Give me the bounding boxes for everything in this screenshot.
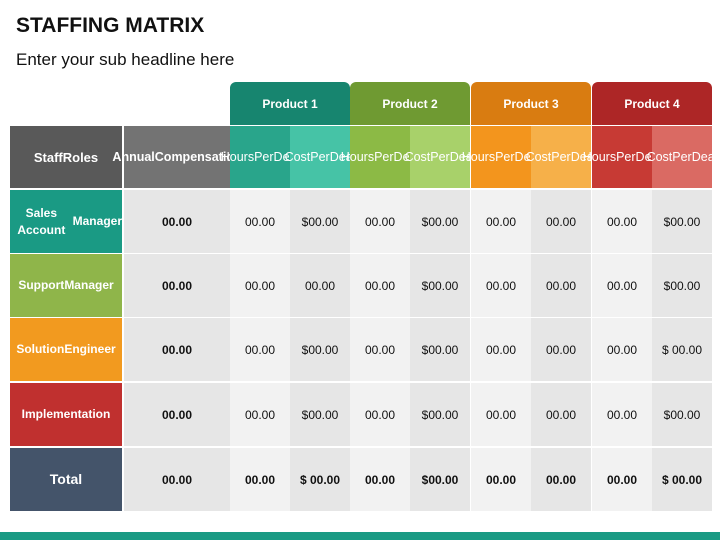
matrix-cell-value: $00.00 bbox=[410, 383, 470, 446]
matrix-cell-value: 00.00 bbox=[531, 254, 591, 317]
hours-per-deal-header: Hours Per Deal bbox=[462, 126, 540, 188]
text-line: Solution bbox=[16, 342, 65, 356]
cost-per-deal-header: Cost Per Deal bbox=[285, 126, 355, 188]
text-line: Per bbox=[616, 149, 636, 164]
text-line: Manager bbox=[64, 278, 114, 292]
footer-bar bbox=[0, 532, 720, 540]
product-header-1: Product 1 bbox=[230, 82, 350, 125]
product-header-2: Product 2 bbox=[350, 82, 470, 125]
annual-compensation-value: 00.00 bbox=[124, 254, 230, 317]
text-line: Per bbox=[254, 149, 274, 164]
matrix-cell-value: 00.00 bbox=[350, 190, 410, 253]
matrix-cell-value: 00.00 bbox=[471, 448, 531, 511]
matrix-cell-value: $ 00.00 bbox=[652, 448, 712, 511]
annual-compensation-header: Annual Compensation bbox=[112, 126, 242, 188]
matrix-cell-value: $00.00 bbox=[290, 383, 350, 446]
row-role-label: Support Manager bbox=[10, 254, 122, 317]
text-line: Deal bbox=[691, 149, 718, 164]
text-line: Per bbox=[495, 149, 515, 164]
matrix-cell-value: $00.00 bbox=[290, 190, 350, 253]
text-line: Support bbox=[18, 278, 65, 292]
cost-per-deal-header: Cost Per Deal bbox=[405, 126, 475, 188]
annual-compensation-value: 00.00 bbox=[124, 190, 230, 253]
matrix-cell-value: 00.00 bbox=[531, 383, 591, 446]
row-role-label: Total bbox=[10, 448, 122, 511]
matrix-cell-value: $ 00.00 bbox=[652, 318, 712, 381]
matrix-cell-value: $00.00 bbox=[410, 190, 470, 253]
text-line: Hours bbox=[340, 149, 375, 164]
matrix-cell-value: 00.00 bbox=[350, 383, 410, 446]
text-line: Hours bbox=[461, 149, 496, 164]
matrix-cell-value: 00.00 bbox=[350, 448, 410, 511]
matrix-cell-value: 00.00 bbox=[592, 448, 652, 511]
matrix-cell-value: 00.00 bbox=[592, 383, 652, 446]
matrix-cell-value: 00.00 bbox=[471, 318, 531, 381]
matrix-cell-value: 00.00 bbox=[592, 254, 652, 317]
text-line: Hours bbox=[220, 149, 255, 164]
matrix-cell-value: 00.00 bbox=[592, 318, 652, 381]
text-line: Cost bbox=[404, 149, 431, 164]
text-line: Sales Account bbox=[17, 205, 66, 237]
matrix-cell-value: $00.00 bbox=[290, 318, 350, 381]
cost-per-deal-header: Cost Per Deal bbox=[526, 126, 596, 188]
matrix-cell-value: 00.00 bbox=[592, 190, 652, 253]
text-line: Cost bbox=[525, 149, 552, 164]
text-line: Per bbox=[430, 149, 450, 164]
product-header-3: Product 3 bbox=[471, 82, 591, 125]
matrix-cell-value: 00.00 bbox=[471, 190, 531, 253]
matrix-cell-value: 00.00 bbox=[471, 383, 531, 446]
text-line: Per bbox=[374, 149, 394, 164]
hours-per-deal-header: Hours Per Deal bbox=[221, 126, 299, 188]
matrix-cell-value: 00.00 bbox=[230, 318, 290, 381]
matrix-cell-value: 00.00 bbox=[531, 190, 591, 253]
matrix-cell-value: 00.00 bbox=[531, 448, 591, 511]
product-header-4: Product 4 bbox=[592, 82, 712, 125]
annual-compensation-value: 00.00 bbox=[124, 383, 230, 446]
matrix-cell-value: 00.00 bbox=[230, 448, 290, 511]
cost-per-deal-header: Cost Per Deal bbox=[647, 126, 717, 188]
text-line: Total bbox=[49, 471, 83, 487]
row-role-label: Solution Engineer bbox=[10, 318, 122, 381]
matrix-cell-value: $00.00 bbox=[410, 254, 470, 317]
annual-compensation-value: 00.00 bbox=[124, 318, 230, 381]
text-line: Per bbox=[672, 149, 692, 164]
text-line: Manager bbox=[72, 214, 122, 228]
text-line: Per bbox=[310, 149, 330, 164]
text-line: Per bbox=[551, 149, 571, 164]
text-line: Roles bbox=[62, 149, 99, 165]
text-line: Hours bbox=[582, 149, 617, 164]
matrix-cell-value: 00.00 bbox=[350, 318, 410, 381]
matrix-cell-value: $00.00 bbox=[410, 318, 470, 381]
staff-roles-header: Staff Roles bbox=[10, 126, 122, 188]
matrix-cell-value: $00.00 bbox=[652, 190, 712, 253]
text-line: Deal bbox=[449, 149, 476, 164]
text-line: Cost bbox=[646, 149, 673, 164]
text-line: Staff bbox=[33, 149, 63, 165]
matrix-cell-value: 00.00 bbox=[471, 254, 531, 317]
matrix-cell-value: $00.00 bbox=[652, 383, 712, 446]
matrix-cell-value: 00.00 bbox=[230, 254, 290, 317]
text-line: Implementation bbox=[21, 407, 111, 421]
row-role-label: Sales Account Manager bbox=[10, 190, 122, 253]
matrix-cell-value: $00.00 bbox=[410, 448, 470, 511]
matrix-cell-value: $ 00.00 bbox=[290, 448, 350, 511]
text-line: Deal bbox=[329, 149, 356, 164]
matrix-cell-value: 00.00 bbox=[290, 254, 350, 317]
row-role-label: Implementation bbox=[10, 383, 122, 446]
text-line: Engineer bbox=[64, 342, 116, 356]
matrix-cell-value: 00.00 bbox=[230, 383, 290, 446]
matrix-cell-value: 00.00 bbox=[230, 190, 290, 253]
page-title: STAFFING MATRIX bbox=[16, 14, 205, 37]
hours-per-deal-header: Hours Per Deal bbox=[341, 126, 419, 188]
text-line: Compensation bbox=[154, 149, 242, 164]
text-line: Annual bbox=[112, 149, 155, 164]
annual-compensation-value: 00.00 bbox=[124, 448, 230, 511]
matrix-cell-value: 00.00 bbox=[531, 318, 591, 381]
matrix-cell-value: $00.00 bbox=[652, 254, 712, 317]
text-line: Cost bbox=[284, 149, 311, 164]
page-subtitle: Enter your sub headline here bbox=[16, 50, 235, 69]
hours-per-deal-header: Hours Per Deal bbox=[583, 126, 661, 188]
matrix-cell-value: 00.00 bbox=[350, 254, 410, 317]
text-line: Deal bbox=[570, 149, 597, 164]
